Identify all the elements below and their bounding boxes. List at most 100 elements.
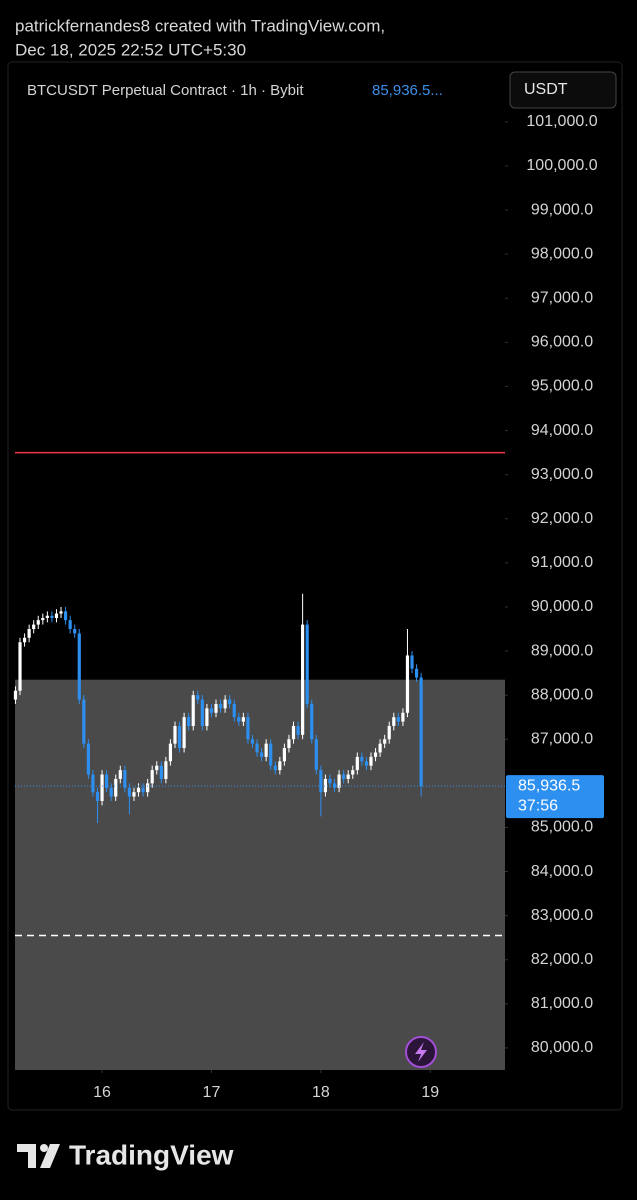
candle-body [232, 703, 236, 718]
y-tick-label: 100,000.0 [526, 157, 597, 174]
candle-body [410, 655, 414, 669]
candle-body [346, 774, 350, 779]
candle-body [95, 792, 100, 801]
y-tick-label: 94,000.0 [531, 422, 593, 439]
candle-body [360, 756, 364, 762]
candle-body [214, 703, 218, 713]
candle-body [287, 739, 291, 749]
y-tick-label: 82,000.0 [531, 951, 593, 968]
y-tick-label: 83,000.0 [531, 907, 593, 924]
candle-body [250, 739, 255, 744]
candle-body [241, 717, 245, 722]
candle-body [173, 726, 177, 744]
candle-body [164, 761, 168, 779]
candle-body [73, 628, 77, 634]
candle-body [146, 783, 150, 793]
candle-body [260, 752, 264, 757]
candle-body [182, 717, 186, 749]
logo-mark-3 [40, 1144, 60, 1168]
candle-body [323, 778, 328, 793]
x-tick-label: 18 [312, 1084, 330, 1101]
candle-body [200, 699, 204, 727]
candle-body [177, 726, 182, 749]
candle-body [205, 708, 209, 727]
candle-body [127, 787, 132, 797]
countdown: 37:56 [518, 797, 558, 814]
logo-mark-2 [40, 1144, 48, 1152]
author-line: patrickfernandes8 created with TradingVi… [15, 16, 385, 35]
zone [15, 679, 505, 1070]
candle-body [132, 792, 136, 797]
candle-body [114, 778, 118, 797]
y-tick-label: 84,000.0 [531, 863, 593, 880]
candle-body [332, 783, 337, 788]
candle-body [27, 628, 31, 638]
candle-body [159, 765, 163, 779]
candle-body [13, 690, 18, 700]
candle-body [187, 717, 191, 727]
candle-body [369, 756, 373, 766]
candle-body [319, 770, 323, 793]
candle-body [168, 743, 173, 762]
candle-body [191, 695, 195, 727]
candle-body [310, 703, 314, 740]
candle-body [405, 655, 410, 713]
candle-body [337, 774, 341, 788]
logo-mark-1 [17, 1144, 36, 1168]
x-tick-label: 17 [203, 1084, 221, 1101]
y-tick-label: 91,000.0 [531, 554, 593, 571]
y-tick-label: 97,000.0 [531, 289, 593, 306]
candle-body [109, 787, 113, 797]
candle-body [228, 699, 232, 704]
candle-body [141, 787, 145, 793]
candle-body [355, 756, 359, 771]
candle-body [273, 765, 277, 771]
y-tick-label: 99,000.0 [531, 201, 593, 218]
alert-bolt[interactable] [415, 1042, 427, 1062]
candle-body [364, 761, 369, 766]
last-price-label: 85,936.5 [518, 777, 580, 794]
currency-button[interactable] [509, 71, 617, 109]
candle-body [22, 637, 27, 643]
candle-body [18, 642, 22, 691]
y-tick-label: 87,000.0 [531, 730, 593, 747]
header-price: 85,936.5... [372, 82, 443, 99]
candle-body [342, 774, 346, 779]
candle-body [64, 611, 68, 621]
candle-body [150, 770, 154, 784]
y-tick-label: 101,000.0 [526, 113, 597, 130]
candle-body [351, 770, 355, 775]
candle-body [401, 712, 405, 722]
date-line: Dec 18, 2025 22:52 UTC+5:30 [15, 40, 246, 59]
candle-body [105, 774, 109, 788]
alert-icon[interactable] [405, 1036, 437, 1068]
candle-body [296, 726, 300, 735]
y-tick-label: 95,000.0 [531, 378, 593, 395]
y-tick-label: 88,000.0 [531, 686, 593, 703]
y-tick-label: 85,000.0 [531, 819, 593, 836]
candle-body [32, 624, 36, 629]
candle-body [196, 695, 200, 700]
candle-body [45, 615, 49, 618]
candle-body [314, 739, 318, 771]
candle-body [36, 620, 40, 625]
candle-body [86, 743, 90, 775]
candle-body [264, 743, 268, 757]
candle-body [77, 633, 81, 700]
candle-body [59, 611, 63, 614]
candle-body [68, 620, 72, 629]
candle-body [91, 774, 95, 793]
candle-body [269, 743, 273, 766]
x-tick-label: 16 [93, 1084, 111, 1101]
x-tick-label: 19 [421, 1084, 439, 1101]
y-tick-label: 93,000.0 [531, 466, 593, 483]
y-tick-label: 98,000.0 [531, 245, 593, 262]
candle-body [383, 739, 387, 744]
y-tick-label: 96,000.0 [531, 334, 593, 351]
candle-body [82, 699, 86, 744]
candle-body [123, 770, 127, 788]
candle-body [282, 748, 286, 762]
currency-label[interactable]: USDT [524, 81, 568, 98]
